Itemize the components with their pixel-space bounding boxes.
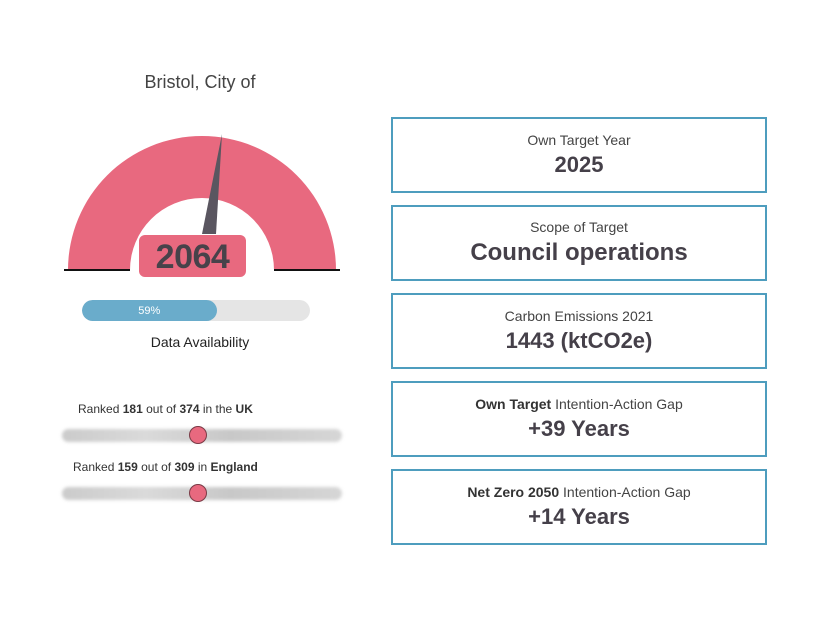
england-ranking-text: Ranked 159 out of 309 in England: [73, 460, 258, 474]
uk-ranking-marker: [188, 426, 207, 444]
data-availability-label: Data Availability: [150, 334, 250, 350]
place-title: Bristol, City of: [144, 72, 256, 92]
card-net-zero-gap: Net Zero 2050 Intention-Action Gap +14 Y…: [391, 469, 767, 545]
data-availability-bar: 59%: [82, 300, 310, 321]
england-total: 309: [174, 460, 195, 474]
gauge-value: 2064: [139, 235, 246, 277]
england-scope: England: [210, 460, 258, 474]
target-year-gauge: [64, 134, 340, 271]
data-availability-fill: 59%: [82, 300, 217, 321]
england-rank: 159: [117, 460, 138, 474]
gauge-arc: [68, 136, 336, 270]
gauge-needle: [202, 134, 222, 234]
uk-rank: 181: [122, 402, 143, 416]
uk-scope: UK: [235, 402, 253, 416]
uk-ranking-text: Ranked 181 out of 374 in the UK: [78, 402, 253, 416]
card-scope-of-target: Scope of Target Council operations: [391, 205, 767, 281]
card-own-target-year: Own Target Year 2025: [391, 117, 767, 193]
card-carbon-emissions: Carbon Emissions 2021 1443 (ktCO2e): [391, 293, 767, 369]
card-own-target-gap: Own Target Intention-Action Gap +39 Year…: [391, 381, 767, 457]
data-availability-percent: 59%: [138, 304, 161, 317]
england-ranking-marker: [189, 484, 208, 502]
uk-total: 374: [179, 402, 200, 416]
